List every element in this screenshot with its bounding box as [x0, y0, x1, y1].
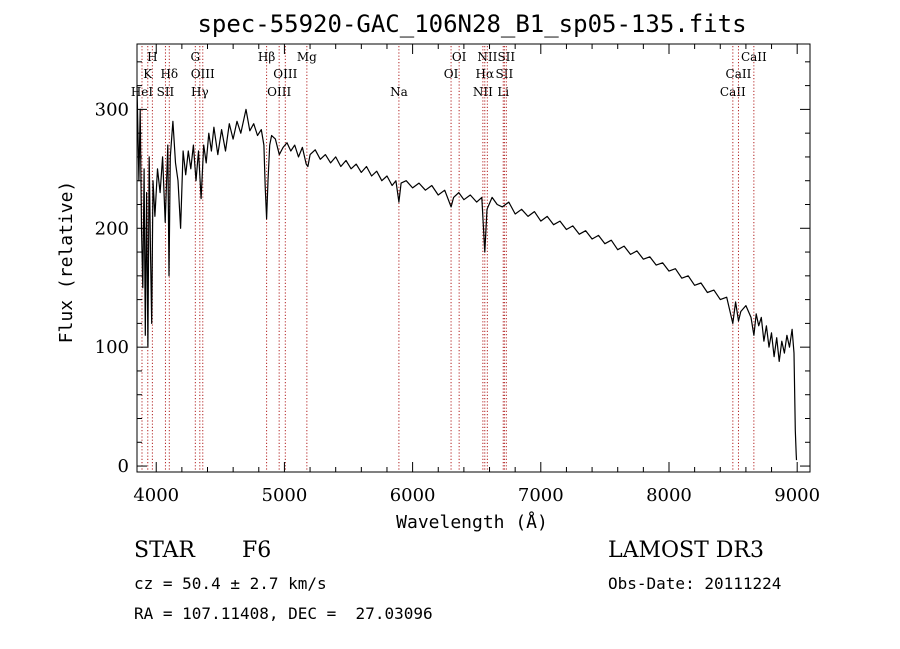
line-marker-label: Li	[497, 85, 509, 99]
line-marker-label: Hβ	[258, 50, 275, 64]
line-marker-label: OI	[444, 67, 459, 81]
line-marker-label: SII	[157, 85, 175, 99]
line-marker-label: CaII	[726, 67, 752, 81]
chart-title: spec-55920-GAC_106N28_B1_sp05-135.fits	[197, 10, 746, 38]
line-marker-label: CaII	[720, 85, 746, 99]
line-marker-label: NII	[473, 85, 493, 99]
line-marker-label: OIII	[267, 85, 291, 99]
x-tick-label: 9000	[774, 485, 820, 506]
line-marker-label: OIII	[273, 67, 297, 81]
x-tick-label: 4000	[133, 485, 179, 506]
redshift-cz: cz = 50.4 ± 2.7 km/s	[134, 574, 327, 593]
object-class: STAR	[134, 538, 195, 563]
line-marker-label: CaII	[741, 50, 767, 64]
y-tick-label: 200	[95, 218, 129, 239]
line-marker-label: G	[191, 50, 201, 64]
line-markers: HeIKHSIIHδGHγOIIIHβOIIIOIIIMgNaOIOINIIHα…	[131, 46, 767, 472]
line-marker-label: Hδ	[160, 67, 178, 81]
y-axis-label: Flux (relative)	[56, 181, 77, 344]
line-marker-label: NII	[477, 50, 497, 64]
x-tick-label: 5000	[262, 485, 308, 506]
line-marker-label: SII	[497, 50, 515, 64]
line-marker-label: K	[143, 67, 153, 81]
y-tick-label: 100	[95, 337, 129, 358]
ra-dec-coordinates: RA = 107.11408, DEC = 27.03096	[134, 604, 433, 623]
line-marker-label: Hγ	[191, 85, 209, 99]
line-marker-label: Hα	[475, 67, 494, 81]
x-tick-label: 8000	[646, 485, 692, 506]
series-line	[136, 85, 798, 461]
x-tick-label: 6000	[390, 485, 436, 506]
line-marker-label: Mg	[297, 50, 317, 64]
object-subclass: F6	[242, 538, 272, 563]
line-marker-label: OI	[452, 50, 467, 64]
observation-date: Obs-Date: 20111224	[608, 574, 782, 593]
line-marker-label: Na	[390, 85, 408, 99]
y-tick-label: 300	[95, 99, 129, 120]
series-layer	[136, 85, 798, 461]
line-marker-label: H	[147, 50, 157, 64]
x-tick-label: 7000	[518, 485, 564, 506]
y-tick-label: 0	[118, 456, 129, 477]
axes: 4000 5000 6000 7000 8000 9000 0 100 200 300	[95, 43, 820, 506]
line-marker-label: HeI	[131, 85, 154, 99]
line-marker-label: SII	[496, 67, 514, 81]
plot-frame	[136, 43, 811, 473]
line-marker-label: OIII	[191, 67, 215, 81]
x-axis-label: Wavelength (Å)	[396, 511, 548, 533]
survey-name: LAMOST DR3	[608, 538, 764, 563]
